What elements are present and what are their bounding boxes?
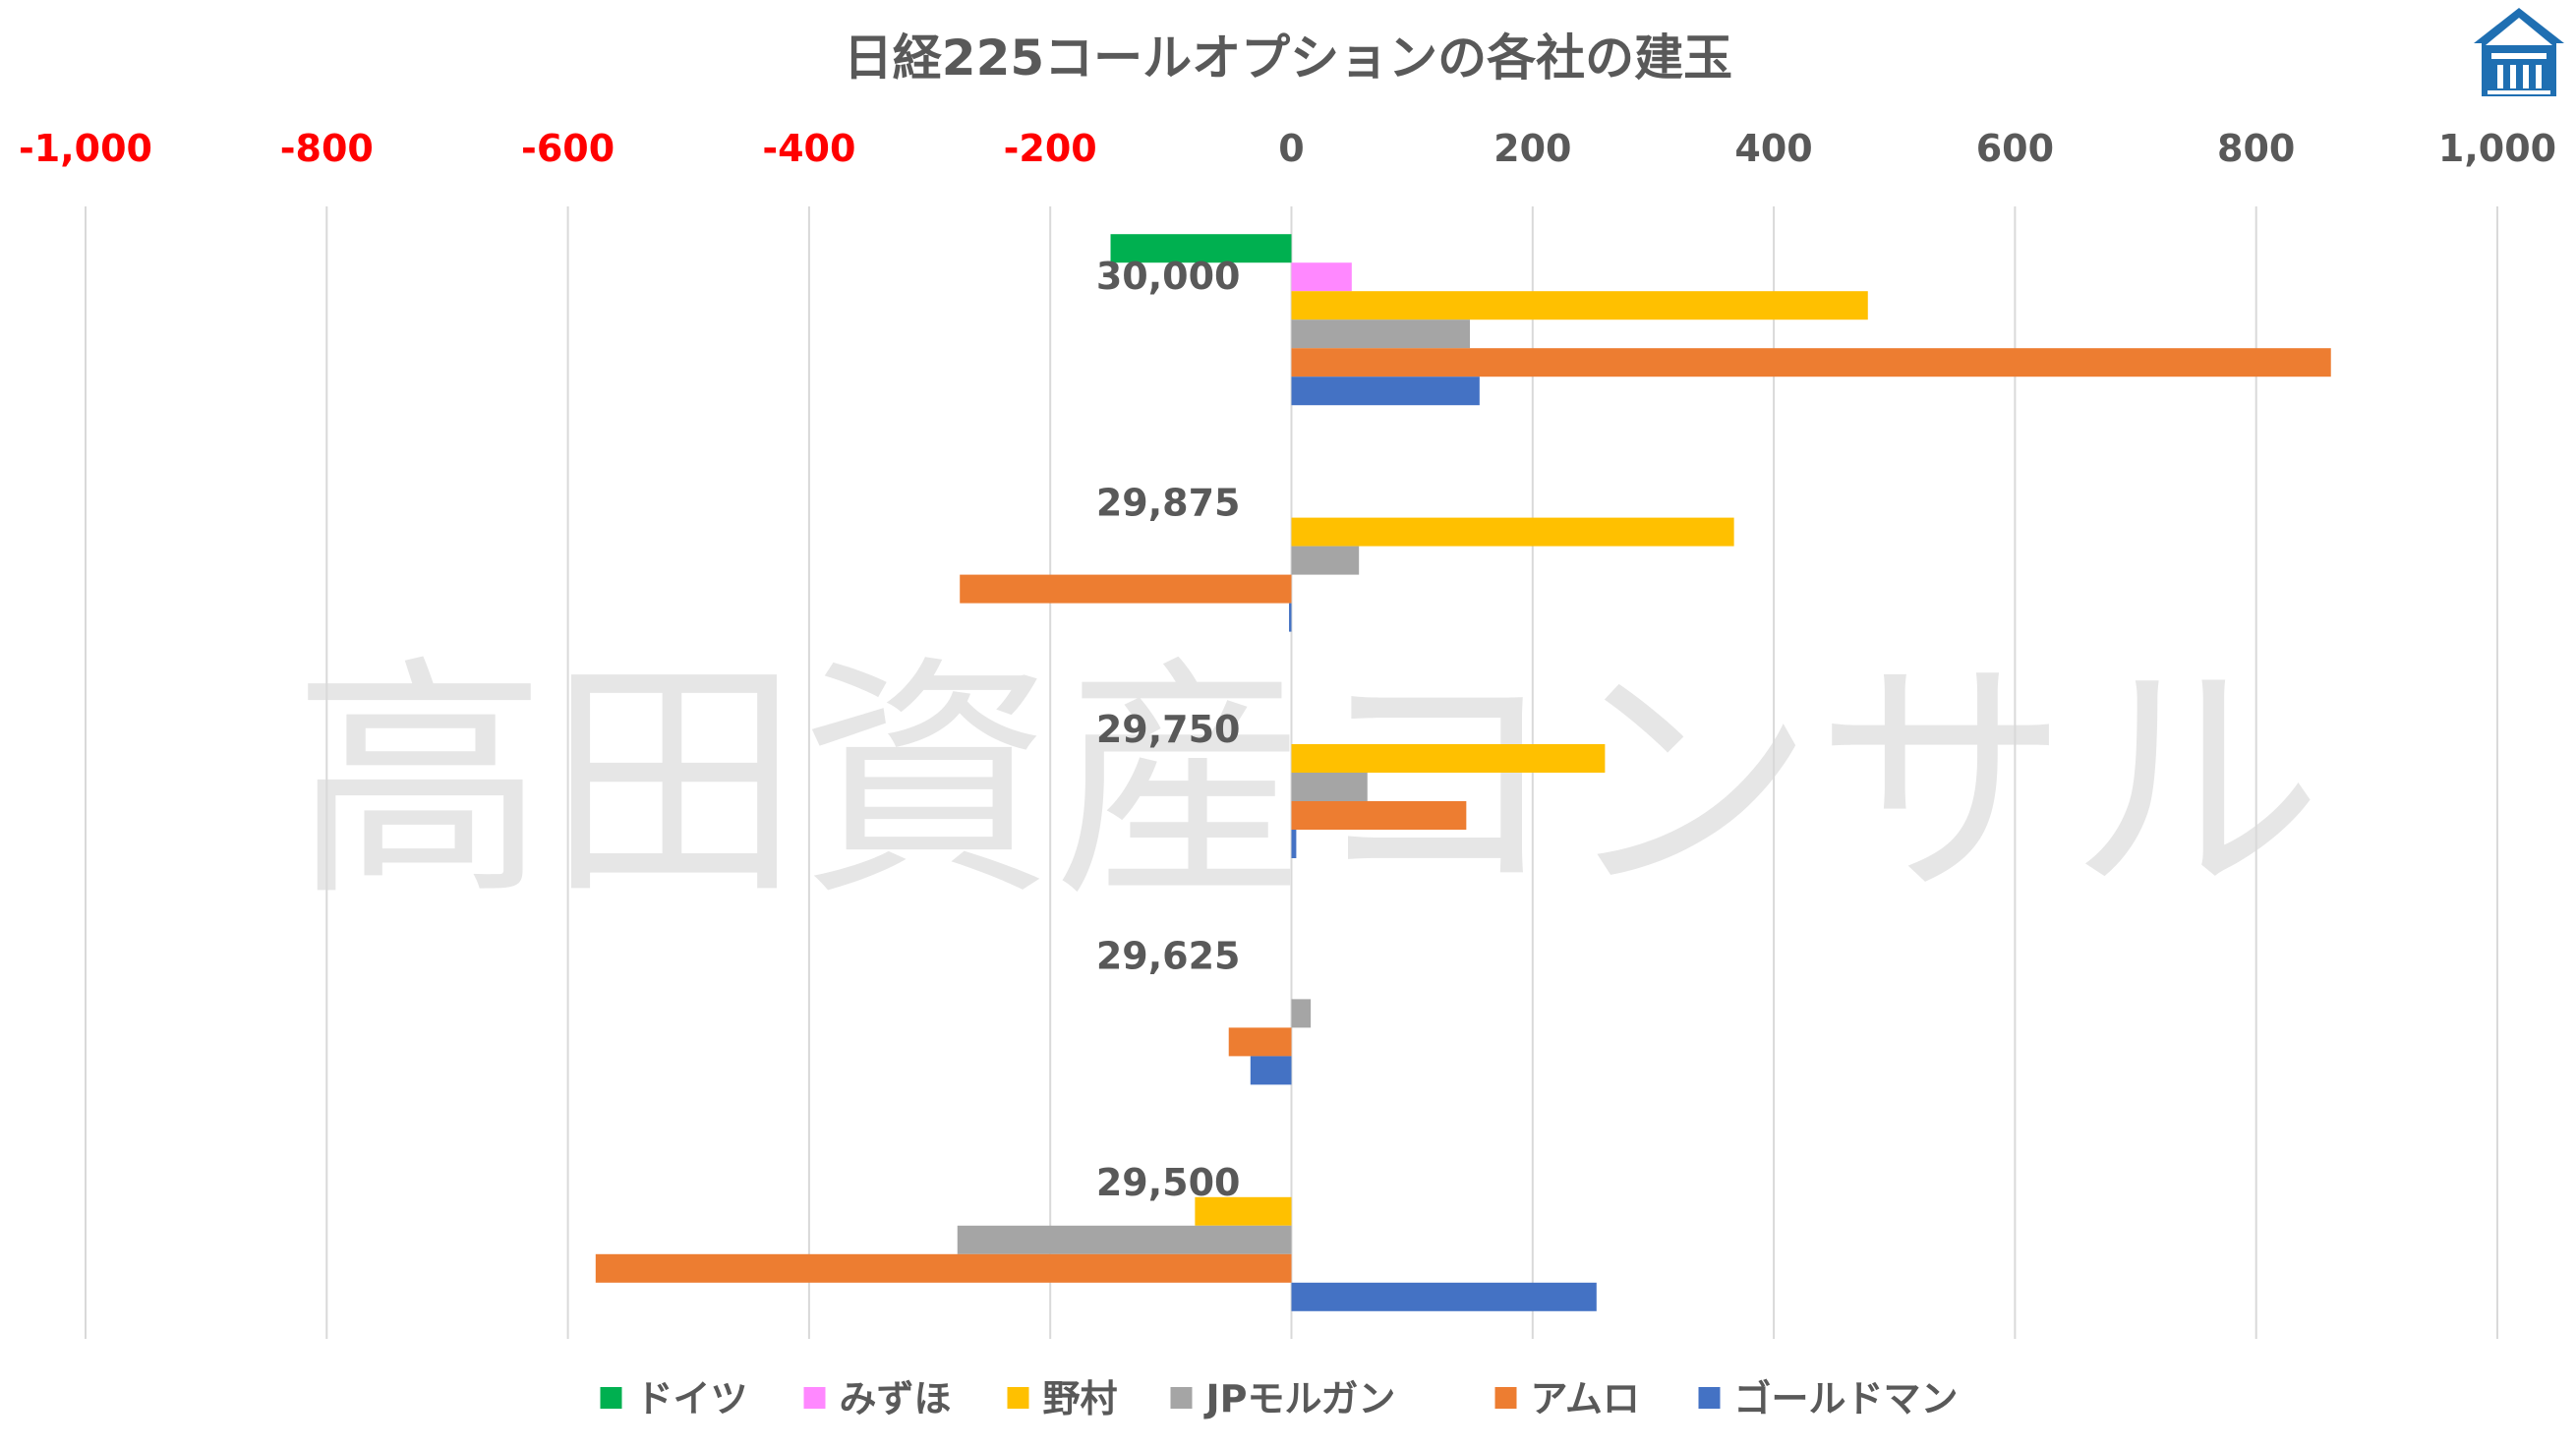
bars: [595, 234, 2331, 1311]
x-tick-label: -200: [1004, 127, 1097, 170]
bar: [1291, 830, 1297, 858]
bar: [1291, 773, 1368, 801]
x-tick-label: 1,000: [2438, 127, 2556, 170]
bar: [1291, 319, 1471, 349]
legend-swatch: [1698, 1387, 1721, 1409]
bar: [595, 1253, 1292, 1283]
bar: [1291, 262, 1352, 292]
legend-swatch: [600, 1387, 622, 1409]
bar: [1291, 291, 1868, 320]
bar: [1291, 999, 1312, 1028]
x-tick-label: 0: [1278, 127, 1304, 170]
legend-label: 野村: [1043, 1377, 1118, 1420]
category-label: 30,000: [1096, 255, 1241, 298]
legend-label: ドイツ: [636, 1377, 748, 1420]
x-tick-label: -1,000: [19, 127, 152, 170]
legend-swatch: [1007, 1387, 1029, 1409]
bar: [1289, 603, 1292, 632]
bar: [1250, 1056, 1292, 1085]
legend-swatch: [803, 1387, 826, 1409]
bar: [1291, 801, 1467, 830]
x-tick-label: 200: [1493, 127, 1571, 170]
house-logo-icon: [2474, 8, 2564, 96]
legend-label: ゴールドマン: [1734, 1377, 1959, 1420]
legend-label: アムロ: [1531, 1377, 1640, 1420]
bar: [1291, 348, 2331, 377]
category-labels: 30,000 29,875 29,750 29,625 29,500: [1096, 255, 1241, 1204]
bar: [1291, 376, 1480, 406]
category-label: 29,750: [1096, 708, 1241, 751]
legend: ドイツ みずほ 野村 JPモルガン アムロ ゴールドマン: [600, 1377, 1959, 1420]
bar: [1195, 1196, 1292, 1226]
x-tick-label: 800: [2217, 127, 2295, 170]
x-axis-ticks: -1,000 -800 -600 -400 -200 0 200 400 600 800 1,000: [19, 127, 2556, 170]
category-label: 29,625: [1096, 934, 1241, 977]
gridlines: [85, 206, 2498, 1339]
legend-label: JPモルガン: [1203, 1377, 1396, 1420]
bar: [1228, 1027, 1292, 1057]
category-label: 29,500: [1096, 1161, 1241, 1204]
x-tick-label: -400: [762, 127, 855, 170]
x-tick-label: 400: [1734, 127, 1812, 170]
chart-title: 日経225コールオプションの各社の建玉: [844, 29, 1732, 87]
x-tick-label: 600: [1976, 127, 2054, 170]
bar: [957, 1225, 1292, 1254]
x-tick-label: -800: [280, 127, 374, 170]
legend-swatch: [1170, 1387, 1193, 1409]
bar: [1110, 234, 1292, 263]
bar: [1291, 1282, 1597, 1311]
legend-swatch: [1494, 1387, 1517, 1409]
bar: [1291, 517, 1734, 547]
bar: [1291, 546, 1360, 575]
x-tick-label: -600: [521, 127, 615, 170]
bar: [960, 574, 1292, 604]
category-label: 29,875: [1096, 482, 1241, 525]
bar: [1291, 744, 1606, 773]
legend-label: みずほ: [840, 1377, 952, 1420]
